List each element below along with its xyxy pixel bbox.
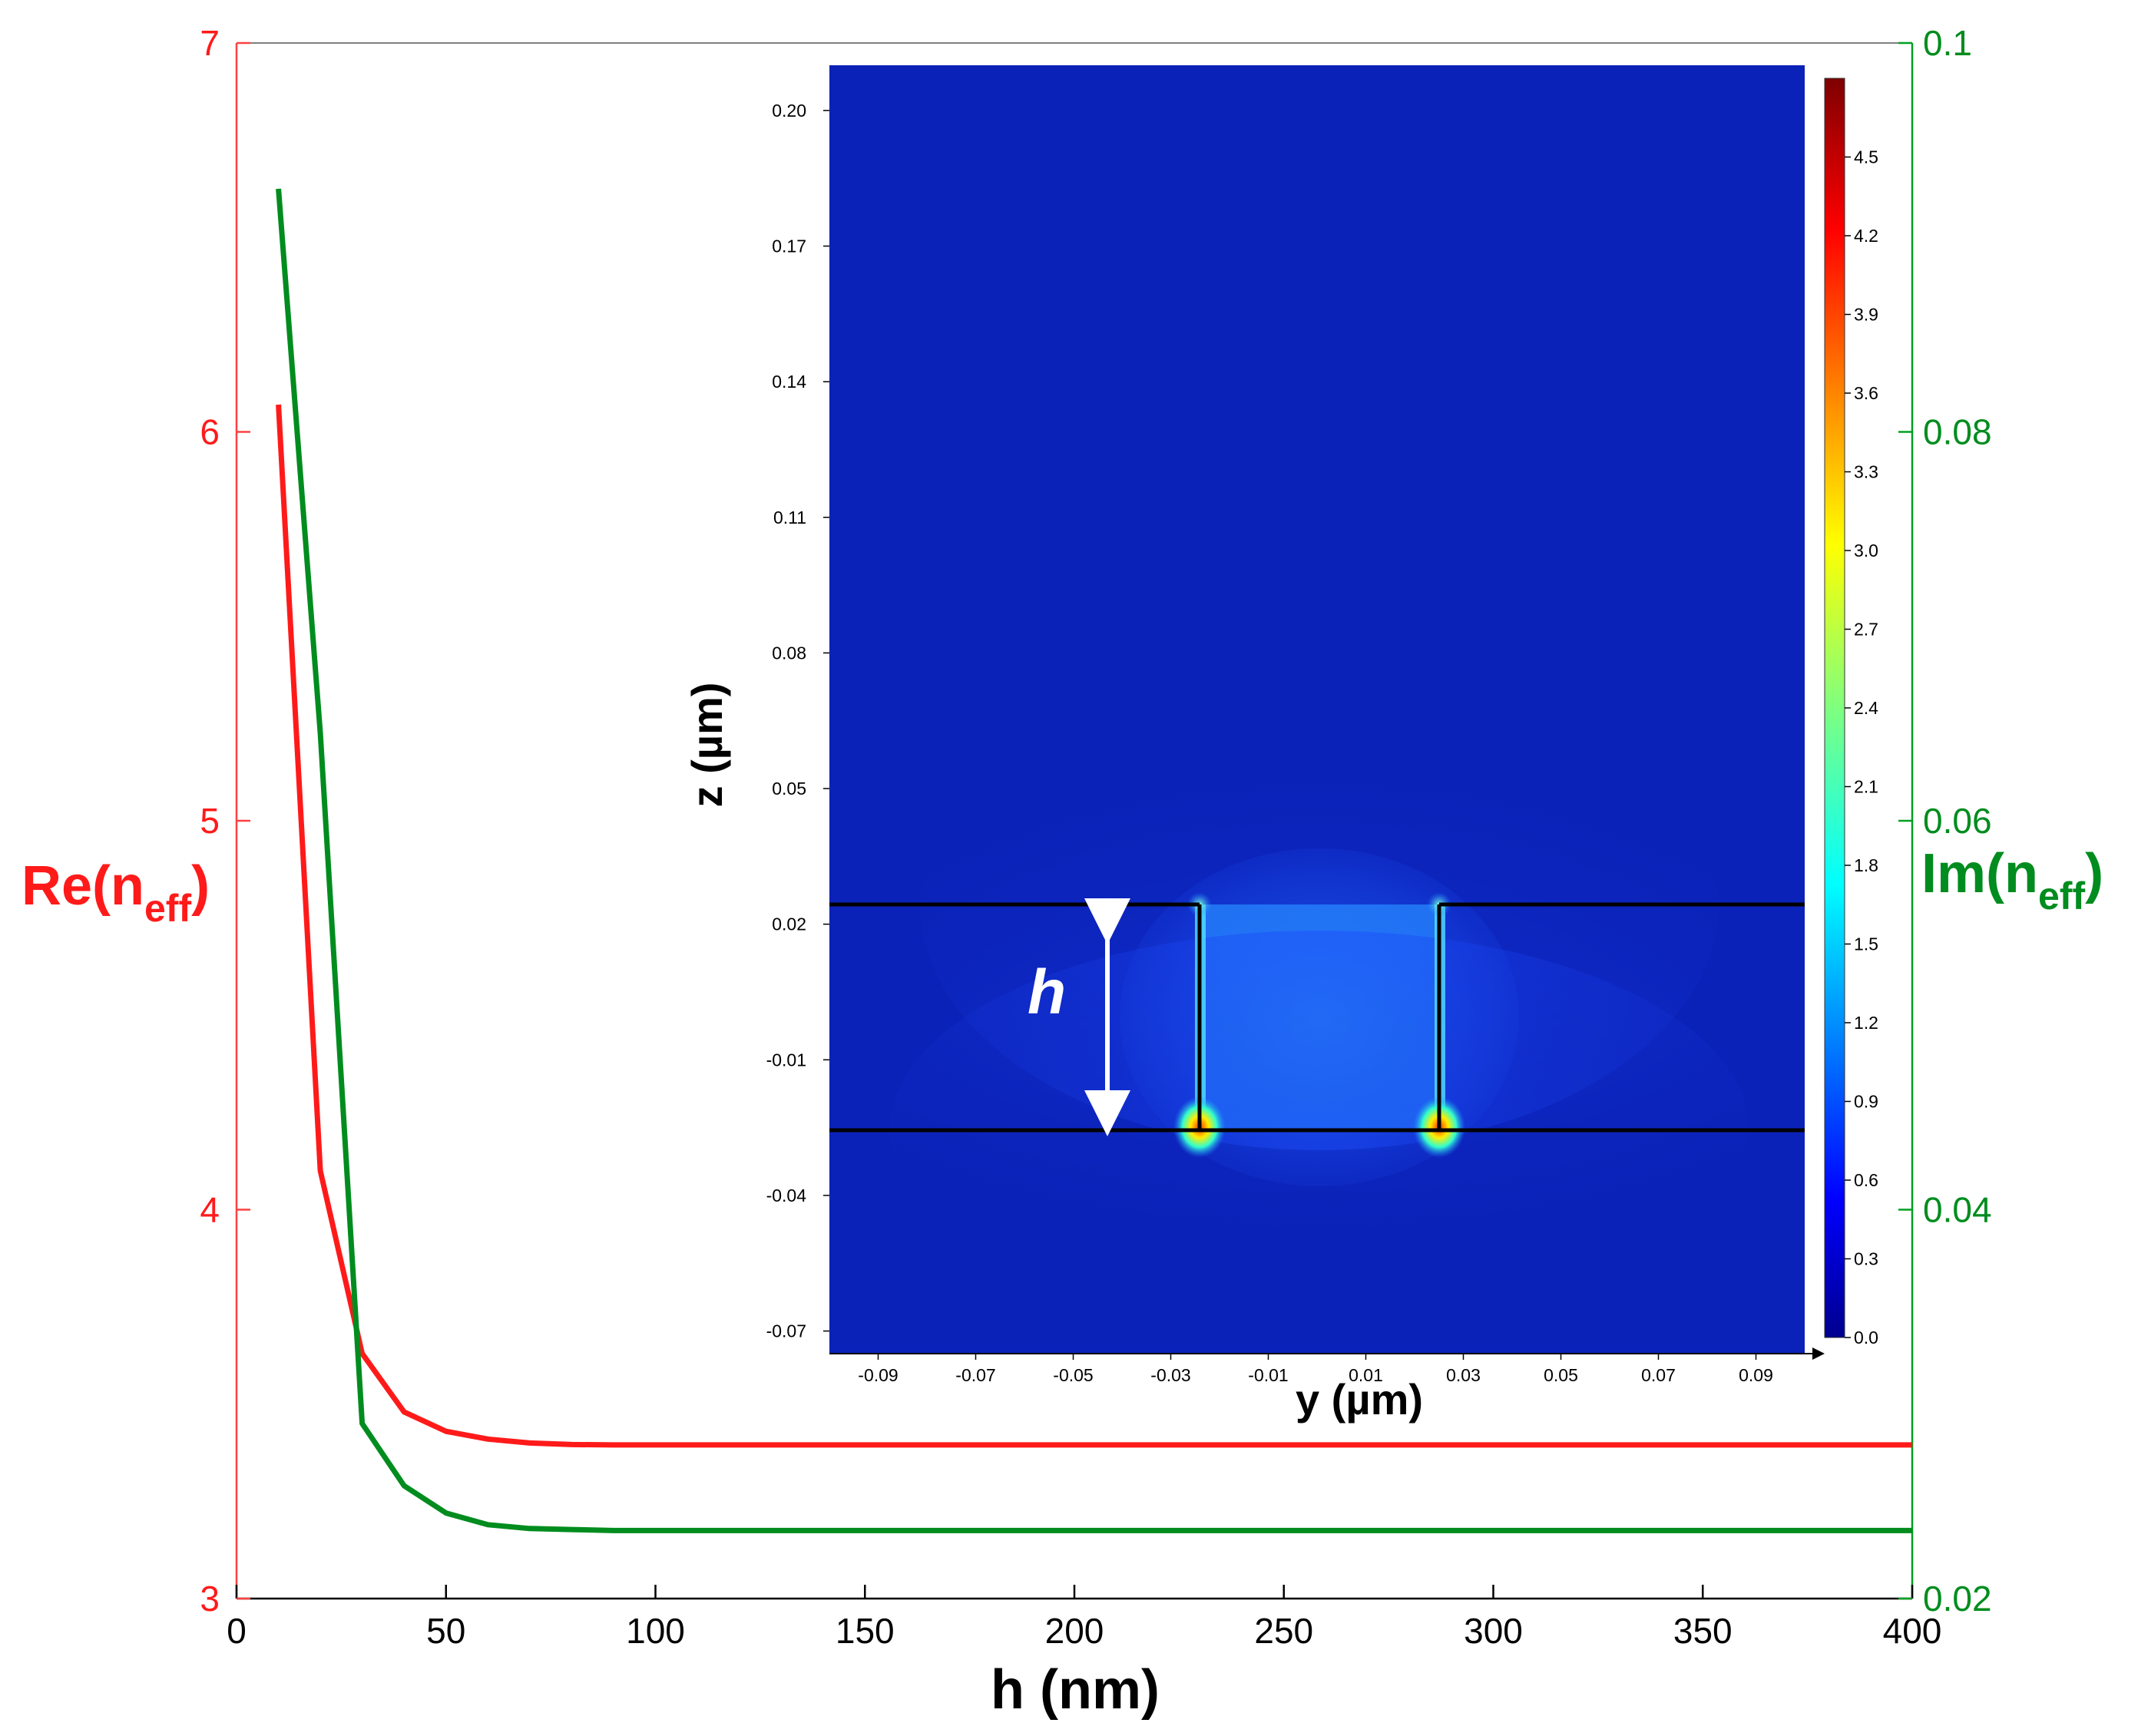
x-tick-group: 0 50 100 150 200 250 300 350 400: [227, 1585, 1941, 1651]
inset-y-tick-label: -0.04: [766, 1185, 807, 1205]
colorbar-tick-label: 4.2: [1854, 226, 1878, 246]
colorbar-tick-label: 4.5: [1854, 147, 1878, 167]
x-tick-label: 150: [836, 1611, 895, 1651]
inset-x-tick-label: -0.01: [1248, 1365, 1288, 1385]
inset-y-tick-label: 0.20: [772, 101, 806, 121]
inset-x-tick-label: 0.03: [1446, 1365, 1481, 1385]
inset-field-plot: h: [829, 65, 1825, 1360]
y-left-title-main: Re(n: [22, 855, 144, 917]
inset-y-tick-label: -0.01: [766, 1050, 806, 1070]
colorbar-tick-label: 1.8: [1854, 855, 1878, 875]
inset-y-tick-label: 0.08: [772, 643, 806, 663]
inset-x-tick-label: 0.09: [1739, 1365, 1773, 1385]
x-tick-label: 50: [426, 1611, 465, 1651]
y-left-tick-label: 3: [200, 1579, 220, 1619]
y-left-axis-title: Re(neff): [22, 855, 210, 930]
y-left-tick-label: 5: [200, 801, 220, 841]
inset-x-tick-label: 0.05: [1544, 1365, 1578, 1385]
colorbar-gradient: [1824, 78, 1845, 1338]
inset-x-tick-group: -0.09 -0.07 -0.05 -0.03 -0.01 0.01 0.03 0.05 0.0…: [858, 1354, 1773, 1385]
y-right-tick-label: 0.02: [1923, 1579, 1992, 1619]
y-left-tick-label: 6: [200, 412, 220, 452]
inset-y-tick-label: 0.17: [772, 236, 806, 256]
colorbar-tick-label: 3.9: [1854, 305, 1878, 325]
y-left-title-sub: eff: [144, 887, 191, 930]
y-right-title-main: Im(n: [1921, 843, 2038, 904]
x-tick-label: 100: [626, 1611, 685, 1651]
y-right-title-close: ): [2085, 843, 2103, 904]
y-right-tick-label: 0.06: [1923, 801, 1992, 841]
y-right-axis-title: Im(neff): [1921, 843, 2103, 918]
x-tick-label: 0: [227, 1611, 247, 1651]
x-tick-label: 250: [1254, 1611, 1313, 1651]
inset-x-tick-label: 0.07: [1641, 1365, 1676, 1385]
inset-x-tick-label: -0.07: [955, 1365, 995, 1385]
inset-x-tick-label: -0.09: [858, 1365, 898, 1385]
inset-x-tick-label: 0.01: [1349, 1365, 1383, 1385]
y-left-tick-group: 3 4 5 6 7: [200, 23, 250, 1619]
inset-x-tick-label: -0.03: [1150, 1365, 1190, 1385]
y-right-tick-label: 0.1: [1923, 23, 1972, 63]
colorbar-tick-label: 3.3: [1854, 462, 1878, 482]
x-axis-title: h (nm): [991, 1659, 1160, 1721]
y-right-tick-group: 0.02 0.04 0.06 0.08 0.1: [1898, 23, 1992, 1619]
y-left-title-close: ): [191, 855, 210, 917]
inset-y-tick-label: 0.05: [772, 779, 806, 799]
inset-y-tick-label: -0.07: [766, 1321, 806, 1341]
x-tick-label: 400: [1883, 1611, 1942, 1651]
colorbar-tick-label: 0.3: [1854, 1249, 1878, 1269]
colorbar-tick-label: 1.5: [1854, 934, 1878, 954]
series-line-re-neff: [276, 404, 1912, 1448]
inset-y-tick-label: 0.02: [772, 914, 806, 934]
y-right-tick-label: 0.08: [1923, 412, 1992, 452]
colorbar-tick-group: 4.5 4.2 3.9 3.6 3.3 3.0 2.7 2.4 2.1 1.8 1.5 1.2 0.9 0…: [1845, 147, 1878, 1347]
y-right-title-sub: eff: [2038, 875, 2085, 918]
inset-x-axis-title: y (µm): [1296, 1375, 1423, 1424]
h-annotation: h: [1028, 957, 1066, 1027]
y-left-tick-label: 4: [200, 1190, 220, 1230]
colorbar-tick-label: 1.2: [1854, 1013, 1878, 1033]
colorbar: [1824, 78, 1845, 1338]
inset-y-tick-group: 0.20 0.17 0.14 0.11 0.08 0.05 0.02 -0.01 -0.04 -0…: [766, 101, 829, 1341]
colorbar-tick-label: 2.1: [1854, 777, 1878, 797]
inset-x-axis-arrowhead: [1812, 1347, 1825, 1360]
x-tick-label: 350: [1673, 1611, 1733, 1651]
y-left-tick-label: 7: [200, 23, 220, 63]
x-tick-label: 300: [1464, 1611, 1523, 1651]
x-tick-label: 200: [1045, 1611, 1104, 1651]
colorbar-tick-label: 0.6: [1854, 1170, 1878, 1190]
colorbar-tick-label: 2.4: [1854, 698, 1878, 718]
inset-y-axis-title: z (µm): [683, 683, 731, 808]
colorbar-tick-label: 2.7: [1854, 620, 1878, 640]
colorbar-tick-label: 0.0: [1854, 1328, 1878, 1347]
series-line-im-neff: [276, 188, 1912, 1533]
series-layer: [276, 188, 1912, 1533]
inset-y-tick-label: 0.14: [772, 372, 806, 392]
colorbar-tick-label: 3.6: [1854, 383, 1878, 403]
y-right-tick-label: 0.04: [1923, 1190, 1992, 1230]
colorbar-tick-label: 0.9: [1854, 1092, 1878, 1112]
inset-y-tick-label: 0.11: [773, 508, 806, 527]
colorbar-tick-label: 3.0: [1854, 541, 1878, 560]
inset-x-tick-label: -0.05: [1053, 1365, 1093, 1385]
